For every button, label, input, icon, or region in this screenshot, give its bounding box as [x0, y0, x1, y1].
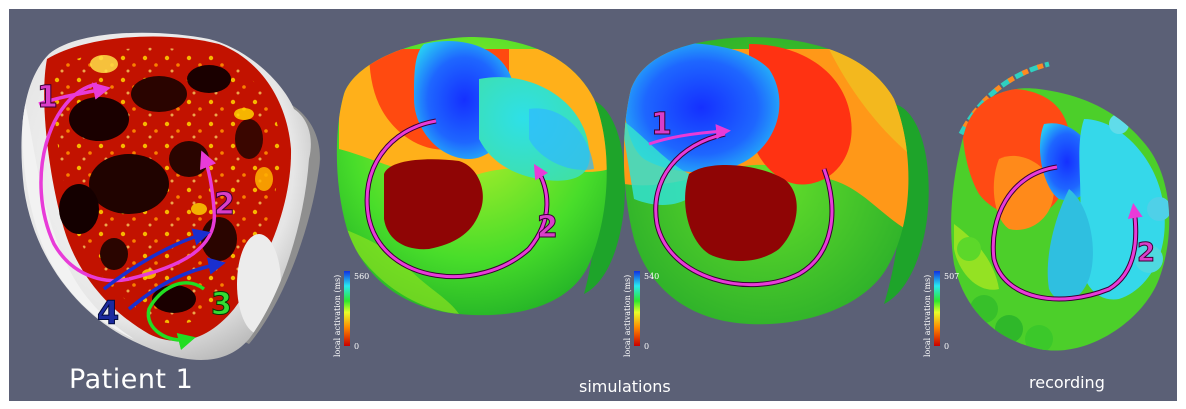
colorbar-sim1: 560 0 local activation (ms) [333, 271, 369, 357]
colorbar-recording-max: 507 [944, 272, 959, 281]
annotation-4-patient: 4 [97, 294, 119, 332]
patient-caption: Patient 1 [69, 364, 194, 395]
annotation-2-patient: 2 [214, 187, 235, 222]
colorbar-recording: 507 0 local activation (ms) [923, 271, 959, 357]
heart-maps-figure: 1 2 3 4 2 560 [21, 32, 1170, 360]
simulations-caption: simulations [579, 377, 671, 396]
annotation-1-patient: 1 [37, 80, 58, 115]
colorbar-sim2-min: 0 [644, 342, 649, 351]
recording-heart-map: 2 507 0 local activation (ms) [923, 61, 1170, 357]
colorbar-sim2-max: 540 [644, 272, 659, 281]
simulation-heart-map-1: 2 560 0 local activation (ms) [333, 37, 625, 357]
colorbar-sim1-title: local activation (ms) [333, 275, 342, 357]
figure-panel: 1 2 3 4 2 560 [9, 9, 1177, 401]
patient-heart-map: 1 2 3 4 [21, 32, 320, 360]
annotation-2-sim1: 2 [537, 210, 558, 245]
colorbar-recording-min: 0 [944, 342, 949, 351]
colorbar-sim2-title: local activation (ms) [623, 275, 632, 357]
annotation-3-patient: 3 [211, 287, 232, 322]
recording-caption: recording [1029, 373, 1105, 392]
colorbar-recording-title: local activation (ms) [923, 275, 932, 357]
annotation-2-recording: 2 [1137, 238, 1155, 268]
colorbar-sim1-min: 0 [354, 342, 359, 351]
colorbar-sim1-max: 560 [354, 272, 369, 281]
simulation-heart-map-2: 1 540 0 local activation (ms) [623, 37, 929, 357]
annotation-1-sim2: 1 [651, 107, 672, 142]
colorbar-sim2: 540 0 local activation (ms) [623, 271, 659, 357]
